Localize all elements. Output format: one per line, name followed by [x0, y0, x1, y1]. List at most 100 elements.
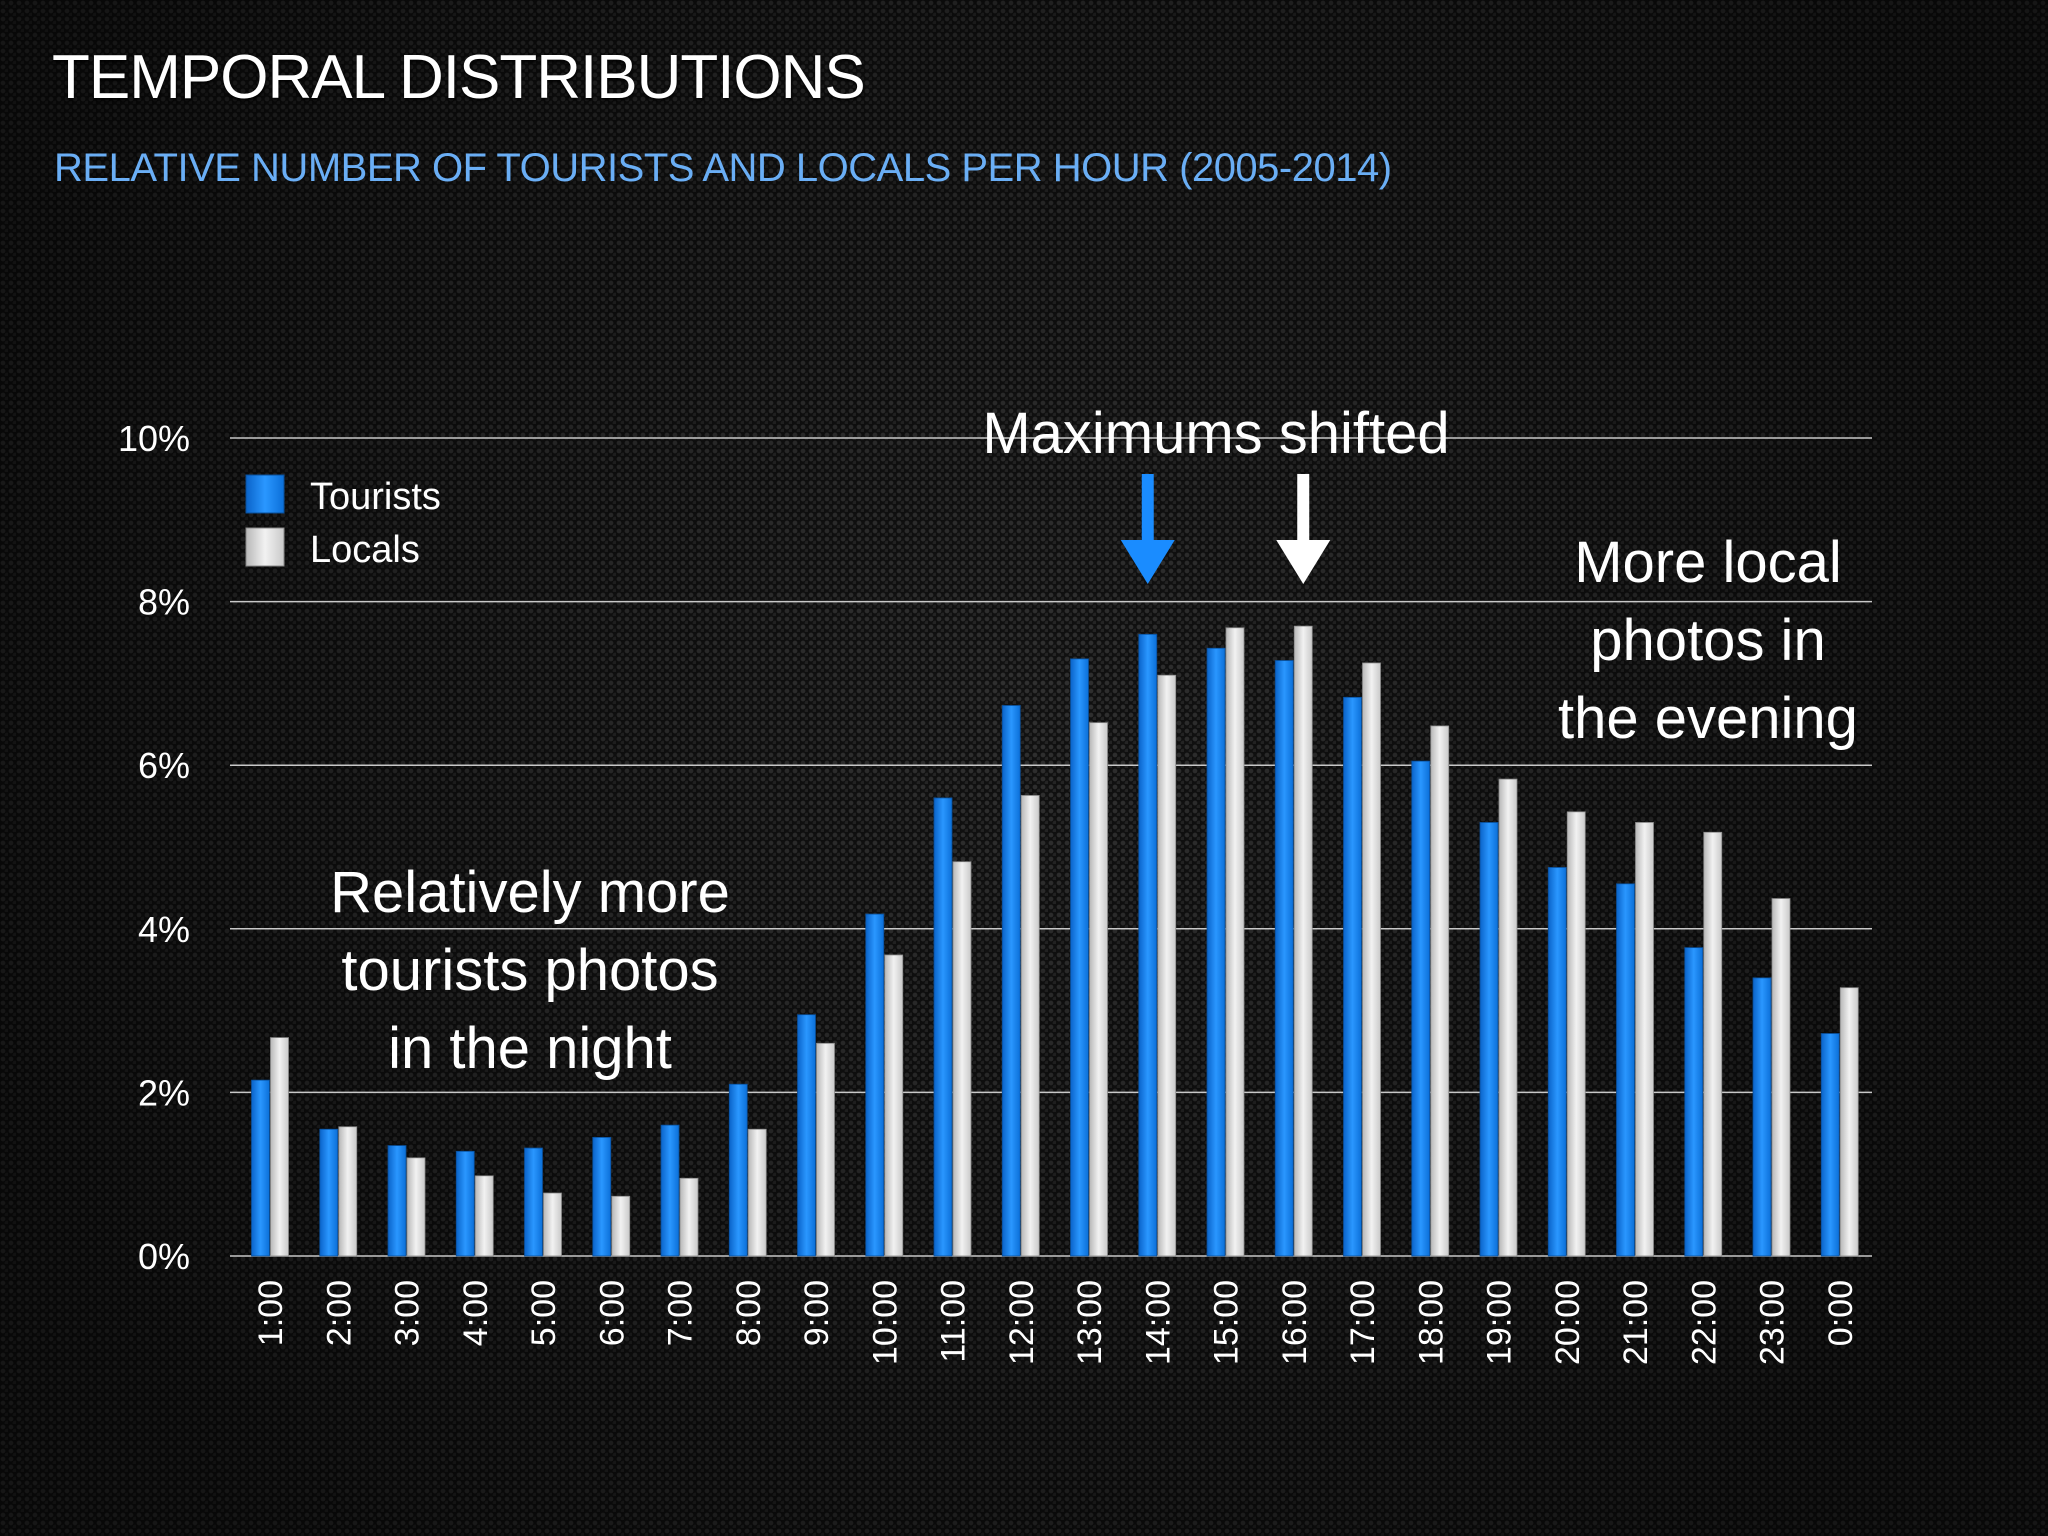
- bar-locals-13-00: [1089, 722, 1108, 1257]
- slide-title: TEMPORAL DISTRIBUTIONS: [52, 43, 866, 112]
- bar-tourists-4-00: [455, 1150, 475, 1257]
- x-tick-label: 3:00: [389, 1280, 427, 1346]
- bar-tourists-11-00: [933, 797, 953, 1257]
- bar-tourists-17-00: [1343, 696, 1362, 1257]
- bar-locals-12-00: [1020, 795, 1040, 1257]
- bar-tourists-7-00: [660, 1124, 680, 1257]
- y-tick-label: 8%: [138, 582, 190, 623]
- bar-locals-9-00: [816, 1042, 835, 1257]
- y-tick-label: 6%: [138, 745, 190, 786]
- legend-label-locals: Locals: [310, 529, 420, 571]
- x-tick-label: 9:00: [798, 1280, 836, 1346]
- x-tick-label: 15:00: [1208, 1280, 1246, 1365]
- bar-locals-1-00: [270, 1037, 289, 1257]
- bar-locals-7-00: [679, 1177, 699, 1257]
- bar-tourists-18-00: [1411, 760, 1431, 1257]
- bar-tourists-2-00: [319, 1128, 339, 1257]
- annotation-evening-line-3: the evening: [1558, 686, 1858, 751]
- x-tick-label: 20:00: [1549, 1280, 1587, 1365]
- arrows: [1120, 474, 1331, 584]
- x-tick-label: 0:00: [1822, 1280, 1860, 1346]
- bar-tourists-21-00: [1616, 883, 1635, 1257]
- x-tick-label: 6:00: [593, 1280, 631, 1346]
- bar-locals-17-00: [1362, 662, 1381, 1257]
- annotation-maximums: Maximums shifted: [982, 401, 1449, 466]
- bar-tourists-14-00: [1138, 633, 1158, 1257]
- x-axis-ticks: 1:00 2:00 3:00 4:00 5:00 6:00 7:00 8:00 9:00 10:0…: [252, 1280, 1860, 1365]
- bar-locals-2-00: [338, 1126, 358, 1257]
- bar-tourists-23-00: [1752, 977, 1772, 1257]
- bar-tourists-19-00: [1479, 822, 1499, 1257]
- x-tick-label: 22:00: [1685, 1280, 1723, 1365]
- y-tick-label: 2%: [138, 1072, 190, 1113]
- annotation-night-line-2: tourists photos: [341, 938, 718, 1003]
- x-tick-label: 1:00: [252, 1280, 290, 1346]
- grid-lines: [230, 437, 1872, 1257]
- x-tick-label: 10:00: [866, 1280, 904, 1365]
- bar-locals-19-00: [1498, 778, 1518, 1257]
- bar-tourists-22-00: [1684, 947, 1704, 1257]
- bar-tourists-6-00: [592, 1136, 612, 1257]
- bar-locals-3-00: [406, 1157, 426, 1257]
- x-tick-label: 18:00: [1412, 1280, 1450, 1365]
- bar-tourists-10-00: [865, 913, 885, 1257]
- x-tick-label: 8:00: [730, 1280, 768, 1346]
- bar-tourists-12-00: [1001, 705, 1021, 1257]
- bar-tourists-0-00: [1820, 1033, 1840, 1257]
- annotation-maximums-text: Maximums shifted: [982, 401, 1449, 466]
- bar-locals-10-00: [884, 954, 904, 1257]
- bars: [251, 625, 1859, 1257]
- x-tick-label: 19:00: [1481, 1280, 1519, 1365]
- bar-locals-0-00: [1839, 987, 1859, 1257]
- annotation-evening: More local photos in the evening: [1558, 530, 1858, 751]
- bar-tourists-5-00: [524, 1147, 543, 1257]
- x-tick-label: 17:00: [1344, 1280, 1382, 1365]
- bar-locals-23-00: [1771, 898, 1791, 1257]
- x-tick-label: 13:00: [1071, 1280, 1109, 1365]
- arrow-tourists: [1120, 474, 1175, 584]
- bar-tourists-8-00: [728, 1083, 748, 1257]
- bar-tourists-16-00: [1274, 660, 1294, 1257]
- x-tick-label: 23:00: [1754, 1280, 1792, 1365]
- bar-tourists-1-00: [251, 1079, 270, 1257]
- arrow-locals: [1276, 474, 1331, 584]
- y-tick-label: 0%: [138, 1236, 190, 1277]
- legend: Tourists Locals: [245, 474, 441, 571]
- x-tick-label: 4:00: [457, 1280, 495, 1346]
- bar-locals-5-00: [543, 1192, 562, 1257]
- bar-tourists-20-00: [1547, 867, 1567, 1257]
- bar-locals-6-00: [611, 1195, 631, 1257]
- y-axis-ticks: 0% 2% 4% 6% 8% 10%: [118, 418, 190, 1277]
- annotation-evening-line-1: More local: [1574, 530, 1842, 595]
- legend-label-tourists: Tourists: [310, 476, 441, 518]
- legend-swatch-locals: [245, 527, 285, 567]
- legend-swatch-tourists: [245, 474, 285, 514]
- bar-locals-14-00: [1157, 674, 1177, 1257]
- bar-locals-8-00: [747, 1128, 767, 1257]
- bar-locals-16-00: [1293, 625, 1313, 1257]
- bar-tourists-9-00: [797, 1014, 816, 1257]
- x-tick-label: 2:00: [320, 1280, 358, 1346]
- bar-tourists-15-00: [1206, 647, 1226, 1257]
- bar-locals-22-00: [1703, 831, 1723, 1257]
- y-tick-label: 10%: [118, 418, 190, 459]
- x-tick-label: 7:00: [662, 1280, 700, 1346]
- bar-tourists-3-00: [387, 1145, 407, 1257]
- annotation-night-line-1: Relatively more: [330, 860, 730, 925]
- bar-tourists-13-00: [1070, 658, 1089, 1257]
- bar-locals-15-00: [1225, 627, 1245, 1257]
- slide-subtitle: RELATIVE NUMBER OF TOURISTS AND LOCALS P…: [54, 146, 1392, 190]
- annotation-night-line-3: in the night: [388, 1016, 672, 1081]
- x-tick-label: 11:00: [935, 1280, 973, 1363]
- annotation-night: Relatively more tourists photos in the n…: [330, 860, 730, 1081]
- x-tick-label: 21:00: [1617, 1280, 1655, 1365]
- bar-locals-11-00: [952, 861, 972, 1257]
- bar-locals-21-00: [1635, 822, 1654, 1257]
- bar-locals-18-00: [1430, 725, 1450, 1257]
- x-tick-label: 5:00: [525, 1280, 563, 1346]
- x-tick-label: 12:00: [1003, 1280, 1041, 1365]
- annotation-evening-line-2: photos in: [1590, 608, 1825, 673]
- x-tick-label: 16:00: [1276, 1280, 1314, 1365]
- bar-locals-20-00: [1566, 811, 1586, 1257]
